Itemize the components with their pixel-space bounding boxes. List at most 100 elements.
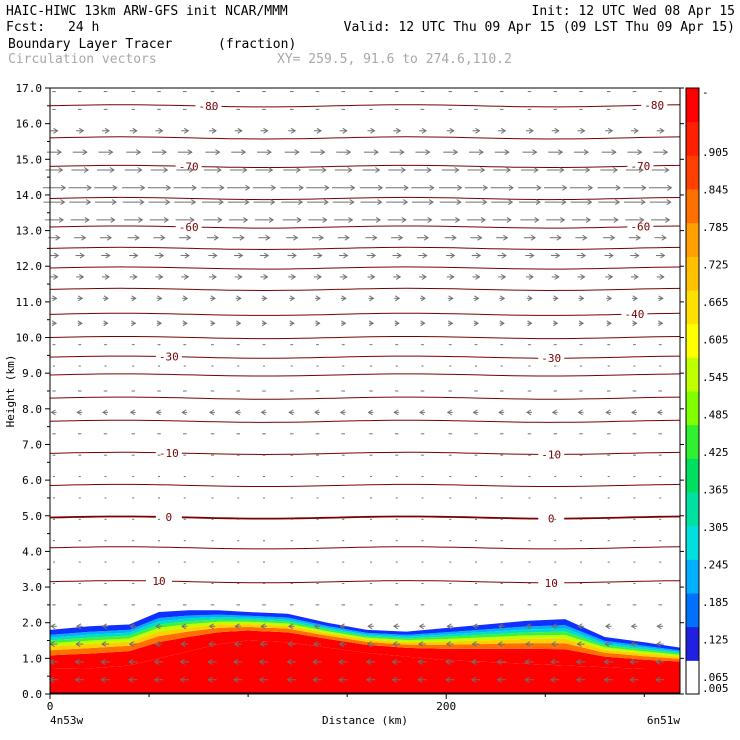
vector-arrow xyxy=(577,127,586,134)
vector-arrow xyxy=(129,623,137,630)
vector-arrow xyxy=(182,295,189,302)
vector-head xyxy=(533,167,539,173)
vector-arrow xyxy=(494,149,510,156)
colorbar-label: .665 xyxy=(702,296,729,309)
vector-arrow xyxy=(284,149,300,156)
vector-arrow xyxy=(569,184,594,191)
vector-arrow xyxy=(313,127,322,134)
contour-label-bg xyxy=(155,350,182,363)
vector-arrow xyxy=(496,234,509,241)
vector-head xyxy=(638,167,644,173)
vector-head xyxy=(421,274,427,280)
vector-head xyxy=(60,184,67,191)
vector-arrow xyxy=(492,216,512,223)
vector-arrow xyxy=(575,658,586,665)
vector-head xyxy=(289,295,296,302)
vector-head xyxy=(499,320,505,327)
vector-head xyxy=(556,234,562,241)
colorbar-swatch xyxy=(686,357,699,392)
vector-arrow xyxy=(443,149,459,156)
vector-head xyxy=(317,252,323,259)
vector-arrow xyxy=(76,274,85,280)
vector-arrow xyxy=(155,274,164,280)
vector-arrow xyxy=(365,234,378,241)
vector-head xyxy=(53,274,59,280)
vector-arrow xyxy=(526,409,532,416)
vector-head xyxy=(474,295,480,302)
vector-head xyxy=(53,252,60,259)
tracer-band-3 xyxy=(50,623,680,659)
contour-label: -60 xyxy=(179,221,199,234)
vector-arrow xyxy=(499,320,505,327)
vector-head xyxy=(532,149,538,156)
vector-arrow xyxy=(439,199,462,205)
vector-arrow xyxy=(286,676,296,683)
vector-head xyxy=(233,676,239,683)
vector-arrow xyxy=(413,216,433,223)
vector-head xyxy=(338,641,345,648)
vector-arrow xyxy=(603,676,613,683)
vector-arrow xyxy=(525,641,533,648)
x-axis: 0 200 xyxy=(47,694,645,713)
vector-arrow xyxy=(657,295,664,302)
vector-arrow xyxy=(76,623,83,630)
vector-arrow xyxy=(74,234,87,241)
vector-head xyxy=(268,216,275,223)
vector-arrow xyxy=(472,274,481,280)
vector-arrow xyxy=(208,252,218,259)
vector-head xyxy=(370,252,377,259)
vector-arrow xyxy=(551,127,560,134)
vector-head xyxy=(210,320,216,327)
vector-arrow xyxy=(553,320,559,327)
contour-label: 10 xyxy=(545,577,558,590)
vector-arrow xyxy=(630,623,638,630)
vector-head xyxy=(610,234,616,241)
vector-arrow xyxy=(520,216,540,223)
colorbar-swatch xyxy=(686,290,699,325)
vector-head xyxy=(580,127,586,134)
colorbar-swatch xyxy=(686,391,699,426)
vector-head xyxy=(553,320,559,327)
vector-head xyxy=(606,295,613,302)
vector-arrow xyxy=(313,623,321,630)
vector-head xyxy=(667,184,673,191)
vector-arrow xyxy=(70,216,90,223)
vector-arrow xyxy=(72,149,88,156)
colorbar-swatch xyxy=(686,492,699,527)
vector-arrow xyxy=(313,252,323,259)
vector-arrow xyxy=(103,320,109,327)
vector-head xyxy=(554,127,560,134)
contour-line--80 xyxy=(49,104,681,108)
vector-head xyxy=(181,623,187,630)
tracer-band-6 xyxy=(50,617,680,654)
vector-head xyxy=(312,658,318,665)
contour-line-7 xyxy=(49,266,681,270)
vector-head xyxy=(263,127,269,134)
vector-head xyxy=(580,274,586,280)
vector-head xyxy=(445,676,451,683)
vector-arrow xyxy=(181,623,188,630)
vector-head xyxy=(498,409,504,416)
vector-head xyxy=(632,320,638,327)
vector-arrow xyxy=(155,623,162,630)
vector-arrow xyxy=(468,149,484,156)
vector-head xyxy=(425,149,431,156)
vector-arrow xyxy=(464,184,489,191)
vector-arrow xyxy=(630,274,639,280)
vector-arrow xyxy=(625,216,645,223)
vector-arrow xyxy=(306,199,329,205)
vector-arrow xyxy=(334,167,353,173)
vector-arrow xyxy=(154,641,163,648)
vector-arrow xyxy=(386,199,409,205)
colorbar-label: .425 xyxy=(702,446,729,459)
vector-arrow xyxy=(147,184,172,191)
vector-arrow xyxy=(129,409,136,416)
vector-arrow xyxy=(470,676,481,683)
vector-arrow xyxy=(394,320,400,327)
vector-arrow xyxy=(527,320,533,327)
vector-arrow xyxy=(549,234,562,241)
contour-line--10 xyxy=(49,451,681,456)
vector-head xyxy=(499,295,506,302)
vector-arrow xyxy=(282,216,302,223)
vector-head xyxy=(394,320,400,327)
